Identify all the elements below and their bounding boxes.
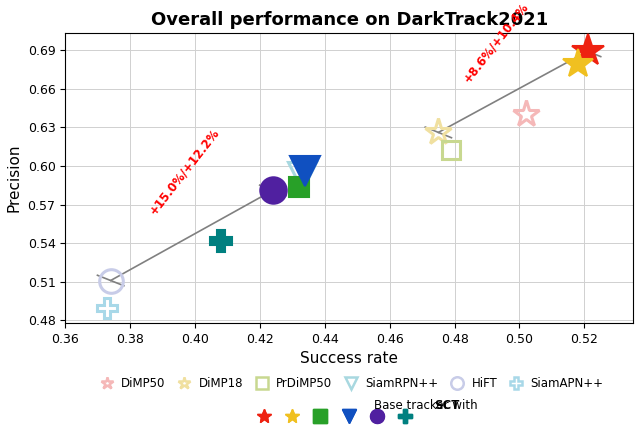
Text: +8.6%/+10.4%: +8.6%/+10.4%	[461, 0, 531, 85]
Legend: , , , , , , : , , , , , ,	[247, 406, 451, 428]
Y-axis label: Precision: Precision	[7, 144, 22, 212]
Text: Base tracker with: Base tracker with	[374, 399, 482, 412]
Title: Overall performance on DarkTrack2021: Overall performance on DarkTrack2021	[150, 11, 548, 29]
Text: SCT: SCT	[434, 399, 460, 412]
X-axis label: Success rate: Success rate	[300, 351, 398, 366]
Text: +15.0%/+12.2%: +15.0%/+12.2%	[147, 126, 221, 218]
